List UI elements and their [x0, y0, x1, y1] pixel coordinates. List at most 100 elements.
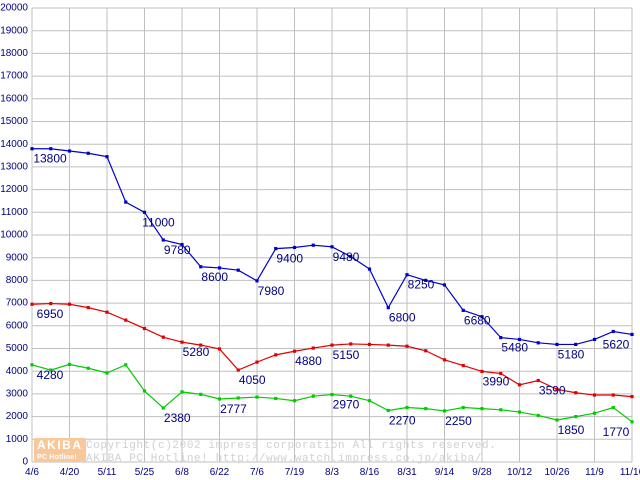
data-point-marker [217, 347, 222, 351]
data-point-marker [67, 149, 72, 153]
y-axis-tick-label: 7000 [6, 298, 29, 309]
x-axis-tick-label: 8/16 [360, 467, 380, 478]
data-point-label: 2380 [164, 411, 191, 425]
y-axis-tick-label: 2000 [6, 411, 29, 422]
data-point-marker [480, 315, 484, 319]
y-axis-tick-label: 18000 [0, 48, 28, 59]
x-axis-tick-label: 8/3 [325, 467, 339, 478]
series-green-series [30, 362, 634, 424]
data-point-marker [86, 366, 90, 370]
data-point-marker [86, 306, 90, 310]
data-point-label: 2970 [333, 398, 360, 412]
data-point-label: 9480 [333, 250, 360, 264]
data-point-marker [517, 410, 522, 414]
data-point-marker [424, 407, 428, 411]
x-axis-tick-label: 9/14 [435, 467, 455, 478]
data-point-marker [311, 346, 315, 350]
data-point-labels: 13800 11000 9780 8600 7980 9400 9480 6800 8250 66… [33, 152, 629, 439]
data-point-marker [217, 397, 222, 401]
data-point-marker [124, 200, 128, 204]
data-point-marker [424, 278, 428, 282]
data-point-marker [574, 391, 578, 395]
data-point-marker [105, 310, 109, 314]
data-point-marker [442, 358, 447, 362]
x-axis-tick-label: 5/11 [98, 467, 117, 478]
data-point-label: 2270 [389, 413, 416, 427]
data-point-marker [630, 395, 634, 399]
data-point-marker [30, 302, 34, 306]
x-axis-tick-label: 10/12 [507, 467, 532, 478]
series-blue-series [30, 147, 634, 347]
data-point-marker [349, 342, 353, 346]
data-point-marker [49, 147, 53, 151]
watermark-copyright-line: Copyright(c)2002 impress corporation All… [86, 440, 496, 452]
data-point-marker [536, 378, 540, 383]
data-point-marker [142, 389, 147, 393]
data-point-label: 11000 [142, 215, 175, 229]
data-point-marker [349, 254, 353, 259]
data-point-marker [555, 342, 559, 347]
data-point-marker [405, 344, 409, 348]
watermark-group: Copyright(c)2002 impress corporation All… [34, 438, 496, 465]
x-axis-tick-label: 7/19 [285, 467, 305, 478]
y-axis-tick-label: 14000 [0, 139, 28, 150]
data-point-marker [330, 392, 334, 397]
data-point-marker [274, 247, 278, 251]
y-axis-tick-label: 19000 [0, 25, 28, 36]
data-point-marker [367, 267, 372, 271]
data-point-label: 5180 [558, 347, 585, 361]
data-point-marker [311, 394, 315, 398]
data-point-marker [536, 413, 540, 418]
data-point-marker [611, 393, 615, 397]
data-point-marker [161, 335, 165, 339]
data-point-marker [592, 393, 597, 397]
data-point-marker [367, 399, 372, 403]
akiba-logo-background [34, 438, 86, 462]
data-point-marker [180, 242, 184, 247]
data-point-marker [555, 418, 559, 422]
data-point-label: 9400 [276, 252, 303, 266]
data-point-marker [255, 395, 259, 399]
data-point-marker [461, 363, 465, 368]
y-axis-tick-labels: 0 1000 2000 3000 4000 5000 6000 7000 8000 9000 100… [0, 3, 28, 468]
data-point-label: 5150 [333, 348, 360, 362]
data-point-marker [499, 408, 503, 412]
y-axis-tick-label: 11000 [1, 207, 29, 218]
grid-lines [31, 7, 633, 463]
data-point-marker [199, 343, 203, 347]
x-axis-tick-label: 7/6 [250, 467, 264, 478]
data-point-label: 5280 [183, 345, 210, 359]
watermark-url-line: AKIBA PC Hotline! http://www.watch.impre… [86, 453, 482, 465]
data-point-marker [461, 405, 465, 410]
data-point-marker [574, 415, 578, 419]
data-point-marker [592, 337, 597, 342]
data-point-marker [386, 306, 390, 310]
data-point-label: 3990 [483, 374, 510, 388]
data-point-marker [349, 394, 353, 398]
data-point-marker [292, 399, 297, 403]
data-point-label: 8250 [408, 278, 435, 292]
data-point-marker [255, 360, 259, 364]
data-point-marker [536, 341, 540, 345]
data-point-marker [49, 301, 53, 306]
akiba-logo-subtitle: PC Hotline! [37, 454, 77, 461]
y-axis-tick-label: 20000 [0, 3, 28, 14]
data-point-marker [217, 266, 222, 270]
data-point-marker [330, 343, 334, 347]
x-axis-tick-label: 4/6 [25, 467, 39, 478]
data-point-label: 7980 [258, 284, 285, 298]
data-point-marker [124, 318, 128, 322]
data-point-label: 13800 [33, 152, 67, 166]
data-point-marker [517, 337, 522, 342]
data-point-marker [330, 245, 334, 249]
data-point-marker [386, 343, 390, 347]
data-point-marker [517, 383, 522, 387]
data-point-marker [255, 279, 259, 283]
x-axis-tick-labels: 4/6 4/20 5/11 5/25 6/8 6/22 7/6 7/19 8/3 8/16 8/31… [25, 467, 640, 478]
y-axis-tick-label: 8000 [6, 275, 29, 286]
data-point-marker [236, 268, 240, 272]
data-point-marker [274, 396, 278, 401]
data-point-marker [86, 151, 90, 155]
data-point-marker [180, 340, 184, 344]
